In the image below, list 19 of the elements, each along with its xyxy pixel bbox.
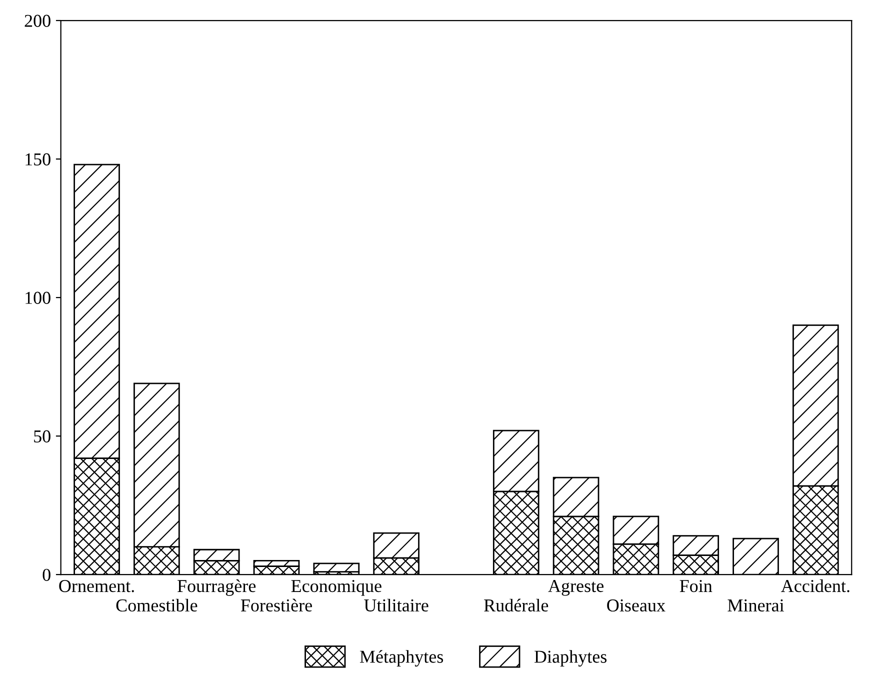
x-tick-label: Comestible	[116, 598, 198, 612]
y-tick-label: 100	[26, 292, 50, 304]
x-tick-label: Rudérale	[484, 598, 548, 612]
x-tick-label: Oiseaux	[607, 599, 666, 612]
x-tick-label: Forestière	[240, 598, 312, 612]
x-tick-label: Economique	[291, 580, 382, 596]
x-tick-label: Accident.	[781, 579, 850, 592]
y-tick-label: 150	[26, 153, 50, 166]
legend-label: Métaphytes	[360, 650, 444, 667]
x-tick-label: Agreste	[548, 580, 604, 596]
x-tick-label: Fourragère	[178, 579, 256, 596]
x-tick-label: Ornement.	[59, 580, 134, 592]
x-tick-label: Minerai	[728, 599, 784, 612]
x-tick-label: Utilitaire	[364, 598, 428, 612]
y-tick-label: 0	[42, 568, 50, 581]
y-tick-label: 50	[34, 430, 50, 442]
y-tick-label: 200	[24, 14, 50, 27]
x-tick-label: Foin	[680, 580, 712, 592]
legend-label: Diaphytes	[534, 650, 607, 667]
